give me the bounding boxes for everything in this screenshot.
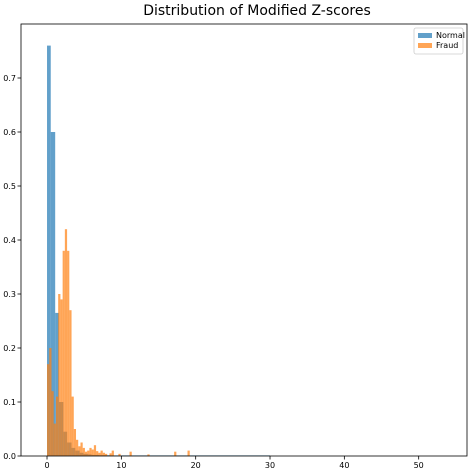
bar-fraud-33 (187, 450, 190, 456)
bar-fraud-22 (96, 451, 99, 456)
series-fraud (47, 229, 190, 456)
plot-frame (20, 23, 468, 457)
bar-fraud-20 (91, 449, 94, 456)
bar-fraud-28 (111, 450, 114, 456)
bar-fraud-9 (67, 250, 70, 456)
bar-fraud-16 (82, 447, 85, 456)
bar-fraud-7 (62, 250, 65, 456)
x-tick-label: 30 (265, 461, 275, 470)
bar-fraud-26 (105, 453, 108, 456)
bar-fraud-31 (147, 454, 150, 456)
bar-fraud-0 (47, 364, 50, 456)
y-tick-label: 0.5 (3, 182, 16, 191)
bar-fraud-8 (64, 229, 68, 456)
legend-label-normal: Normal (436, 31, 465, 40)
bar-fraud-10 (69, 310, 72, 456)
bar-fraud-12 (73, 429, 77, 456)
y-tick-label: 0.7 (3, 74, 16, 83)
legend-label-fraud: Fraud (436, 41, 458, 50)
legend-swatch-fraud (418, 43, 432, 48)
bar-fraud-29 (118, 453, 121, 456)
x-tick-label: 10 (116, 461, 126, 470)
bar-fraud-4 (55, 396, 59, 456)
y-tick-label: 0.3 (3, 290, 16, 299)
series-normal (47, 45, 271, 456)
bar-fraud-2 (51, 391, 54, 456)
x-tick-label: 20 (191, 461, 201, 470)
bar-fraud-11 (71, 396, 74, 456)
y-tick-label: 0.4 (3, 236, 16, 245)
bar-fraud-21 (93, 445, 97, 456)
bar-normal-1 (50, 132, 56, 456)
bar-fraud-17 (84, 451, 88, 456)
bar-fraud-24 (100, 450, 103, 456)
y-tick-label: 0.6 (3, 128, 16, 137)
bar-fraud-19 (89, 447, 92, 456)
x-tick-label: 0 (44, 461, 49, 470)
bar-fraud-1 (49, 348, 52, 456)
bar-fraud-23 (98, 452, 101, 456)
bar-fraud-6 (60, 299, 63, 456)
y-tick-label: 0.2 (3, 344, 16, 353)
legend-swatch-normal (418, 33, 432, 38)
chart-title: Distribution of Modified Z-scores (143, 3, 371, 19)
bar-fraud-3 (53, 423, 56, 456)
y-tick-label: 0.0 (3, 452, 16, 461)
y-tick-label: 0.1 (3, 398, 16, 407)
bar-fraud-13 (76, 439, 79, 456)
bar-fraud-14 (78, 446, 81, 456)
bar-fraud-32 (174, 451, 177, 456)
bar-fraud-18 (87, 450, 90, 456)
bar-fraud-27 (109, 453, 112, 456)
bar-fraud-15 (80, 442, 83, 456)
bar-fraud-25 (102, 452, 105, 456)
bar-normal-0 (47, 45, 51, 456)
x-tick-label: 50 (414, 461, 424, 470)
bar-fraud-30 (129, 451, 132, 456)
bar-fraud-5 (58, 294, 61, 456)
bar-normal-2 (55, 312, 59, 456)
x-tick-label: 40 (339, 461, 349, 470)
